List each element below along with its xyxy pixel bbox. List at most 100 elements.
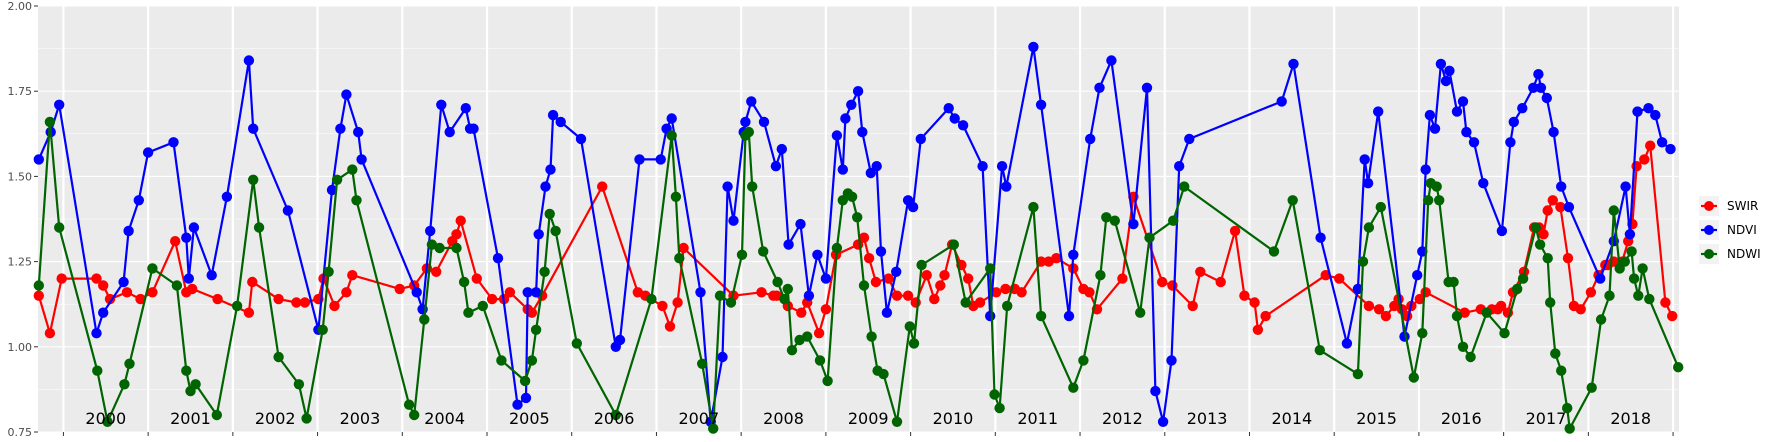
data-point-ndwi — [1562, 402, 1573, 414]
data-point-ndvi — [1595, 273, 1606, 284]
data-point-ndwi — [1431, 181, 1442, 192]
data-point-swir — [56, 273, 67, 284]
data-point-ndwi — [989, 389, 1000, 400]
data-point-swir — [1562, 253, 1574, 264]
data-point-ndwi — [960, 297, 971, 308]
data-point-ndwi — [1499, 328, 1510, 339]
data-point-ndvi — [1435, 58, 1447, 70]
data-point-ndwi — [530, 324, 542, 335]
data-point-ndwi — [1135, 307, 1146, 318]
data-point-ndwi — [646, 293, 657, 305]
year-label: 2003 — [340, 409, 381, 428]
data-point-ndvi — [1341, 338, 1353, 349]
data-point-swir — [935, 280, 946, 291]
data-point-ndwi — [1101, 212, 1112, 223]
data-point-ndwi — [1626, 246, 1637, 257]
data-point-swir — [526, 307, 538, 318]
data-point-ndwi — [323, 266, 334, 277]
data-point-ndwi — [1481, 307, 1492, 318]
data-point-swir — [135, 293, 146, 305]
data-point-ndvi — [943, 103, 954, 114]
data-point-swir — [1117, 273, 1128, 284]
data-point-ndvi — [1451, 106, 1463, 117]
data-point-ndwi — [496, 355, 507, 366]
data-point-ndvi — [183, 273, 194, 284]
data-point-ndwi — [190, 379, 201, 390]
data-point-swir — [1084, 287, 1095, 298]
data-point-ndwi — [736, 249, 748, 260]
data-point-ndvi — [837, 164, 848, 175]
data-point-ndvi — [1373, 106, 1384, 117]
data-point-swir — [1547, 195, 1559, 206]
data-point-ndvi — [915, 133, 926, 145]
data-point-ndwi — [1608, 205, 1620, 216]
data-point-ndvi — [875, 246, 887, 257]
data-point-ndvi — [1085, 133, 1096, 145]
data-point-ndvi — [221, 191, 233, 202]
data-point-swir — [991, 287, 1002, 298]
data-point-ndwi — [985, 263, 996, 274]
data-point-ndwi — [293, 379, 305, 390]
y-tick-label: 2.00 — [8, 0, 33, 13]
data-point-ndwi — [1530, 222, 1542, 233]
data-point-ndwi — [747, 181, 758, 192]
data-point-ndwi — [1179, 181, 1190, 192]
data-point-ndvi — [425, 225, 436, 237]
data-point-ndvi — [783, 239, 794, 250]
data-point-ndwi — [273, 351, 284, 363]
data-point-ndwi — [846, 191, 858, 202]
data-point-ndvi — [857, 126, 868, 138]
data-point-swir — [1252, 324, 1264, 335]
data-point-ndvi — [881, 307, 893, 318]
data-point-ndwi — [714, 290, 726, 301]
data-point-ndwi — [409, 409, 420, 421]
data-point-swir — [858, 232, 870, 243]
data-point-ndwi — [1448, 276, 1459, 288]
data-point-ndvi — [1412, 270, 1423, 281]
data-point-ndwi — [1168, 215, 1179, 226]
data-point-ndwi — [866, 331, 877, 342]
year-label: 2004 — [424, 409, 465, 428]
data-point-ndvi — [243, 55, 255, 66]
data-point-ndvi — [1359, 154, 1370, 165]
data-point-ndvi — [555, 116, 566, 128]
data-point-ndwi — [1465, 351, 1476, 363]
data-point-ndvi — [740, 116, 751, 128]
series-layer — [33, 41, 1684, 434]
data-point-ndvi — [852, 86, 864, 97]
data-point-swir — [939, 270, 950, 281]
data-point-ndwi — [181, 365, 192, 376]
y-tick-label: 1.25 — [8, 256, 33, 269]
data-point-ndvi — [492, 253, 504, 264]
data-point-swir — [1195, 266, 1206, 277]
data-point-swir — [291, 297, 302, 308]
data-point-ndvi — [728, 215, 739, 226]
legend-label: NDVI — [1727, 223, 1757, 237]
data-point-ndwi — [1595, 314, 1607, 325]
data-point-ndwi — [44, 116, 56, 128]
data-point-ndvi — [1624, 229, 1636, 240]
data-point-ndvi — [1424, 109, 1436, 121]
year-label: 2010 — [933, 409, 974, 428]
data-point-ndwi — [1673, 362, 1684, 373]
data-point-swir — [863, 253, 875, 264]
data-point-ndwi — [802, 331, 813, 342]
data-point-swir — [921, 270, 932, 281]
data-point-ndwi — [782, 283, 793, 295]
data-point-ndvi — [1533, 69, 1544, 80]
data-point-ndvi — [444, 126, 455, 138]
data-point-ndvi — [206, 270, 217, 281]
data-point-ndvi — [1444, 65, 1455, 77]
series-line-ndvi — [37, 45, 1672, 423]
data-point-ndwi — [878, 368, 889, 380]
data-point-swir — [299, 297, 311, 308]
year-labels: 2000 2001 2002 2003 2004 2005 2006 2007 2008 2009… — [85, 409, 1651, 428]
data-point-ndwi — [610, 409, 621, 421]
data-point-ndvi — [1548, 126, 1559, 138]
data-point-swir — [1016, 287, 1027, 298]
data-point-ndvi — [634, 154, 645, 165]
data-point-swir — [247, 276, 258, 288]
data-point-swir — [187, 283, 198, 295]
data-point-ndvi — [1315, 232, 1326, 243]
data-point-ndvi — [1528, 82, 1539, 94]
